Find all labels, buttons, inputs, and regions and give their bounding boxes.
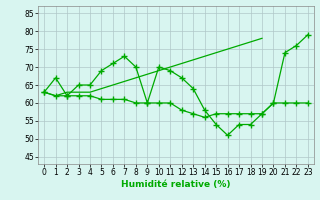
X-axis label: Humidité relative (%): Humidité relative (%) — [121, 180, 231, 189]
